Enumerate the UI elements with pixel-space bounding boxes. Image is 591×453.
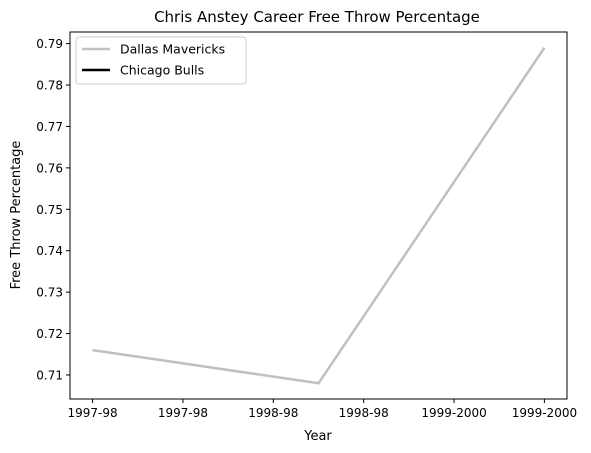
y-tick-label: 0.76 (36, 161, 63, 175)
plot-area (69, 31, 568, 400)
x-tick-label: 1999-2000 (512, 406, 577, 420)
y-tick-label: 0.79 (36, 37, 63, 51)
chart-title: Chris Anstey Career Free Throw Percentag… (154, 8, 480, 26)
series-line-dallas-mavericks (92, 47, 546, 385)
x-tick-label: 1999-2000 (421, 406, 486, 420)
x-axis: 1997-98 1997-98 1998-98 1998-98 1999-2000 199… (68, 399, 577, 420)
y-axis-label: Free Throw Percentage (9, 141, 24, 290)
x-tick-label: 1998-98 (339, 406, 389, 420)
series-layer (92, 47, 546, 385)
y-tick-label: 0.72 (36, 327, 63, 341)
y-tick-label: 0.71 (36, 368, 63, 382)
legend-label-dallas-mavericks: Dallas Mavericks (120, 42, 225, 57)
legend: Dallas Mavericks Chicago Bulls (75, 36, 247, 85)
legend-label-chicago-bulls: Chicago Bulls (120, 63, 204, 78)
y-axis: 0.71 0.72 0.73 0.74 0.75 0.76 0.77 0.78 0.79 (36, 37, 70, 382)
legend-box (75, 36, 247, 85)
y-tick-label: 0.73 (36, 286, 63, 300)
y-tick-label: 0.77 (36, 120, 63, 134)
y-tick-label: 0.74 (36, 244, 63, 258)
x-tick-label: 1997-98 (158, 406, 208, 420)
x-axis-label: Year (303, 429, 332, 444)
x-tick-label: 1998-98 (248, 406, 298, 420)
x-tick-label: 1997-98 (68, 406, 118, 420)
y-tick-label: 0.75 (36, 203, 63, 217)
y-tick-label: 0.78 (36, 79, 63, 93)
